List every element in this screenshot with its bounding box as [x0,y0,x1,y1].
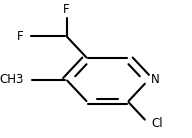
Text: F: F [16,30,23,43]
Text: N: N [151,73,160,86]
Text: Cl: Cl [151,117,163,130]
Text: F: F [63,3,70,16]
Text: CH3: CH3 [0,73,24,86]
